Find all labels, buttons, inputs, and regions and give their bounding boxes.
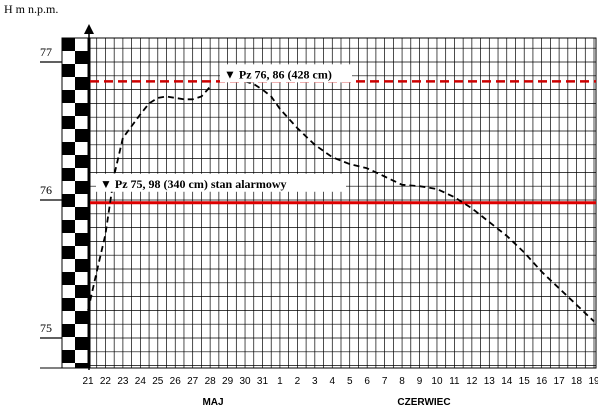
x-tick-label: 25 [152,376,164,387]
x-tick-label: 16 [536,376,548,387]
reference-label-bg [96,173,346,192]
series-line-1-segment-1 [87,86,211,311]
gauge-cell [75,233,88,246]
gauge-cell [75,181,88,194]
x-tick-label: 11 [449,376,460,387]
x-tick-label: 1 [277,376,283,387]
x-tick-label: 28 [205,376,217,387]
gauge-cell [75,363,88,368]
gauge-cell [75,207,88,220]
month-label: CZERWIEC [397,397,450,408]
series-layer [87,80,595,323]
gauge-cell [75,129,88,142]
gauge-cell [62,272,75,285]
x-tick-label: 27 [187,376,199,387]
x-tick-label: 5 [347,376,353,387]
x-tick-label: 23 [117,376,129,387]
x-tick-label: 26 [170,376,182,387]
gauge-cell [62,64,75,77]
gauge-staff [61,37,89,369]
x-tick-label: 18 [571,376,583,387]
gauge-cell [62,142,75,155]
x-tick-label: 2 [295,376,301,387]
gauge-cell [75,259,88,272]
x-tick-label: 9 [417,376,423,387]
series-line-1-segment-2 [244,80,595,323]
x-tick-label: 14 [501,376,513,387]
gauge-cell [62,246,75,259]
x-tick-label: 21 [82,376,94,387]
x-tick-label: 13 [484,376,496,387]
y-tick-label: 77 [40,45,52,59]
gauge-cell [75,337,88,350]
reference-label-1: ▼ Pz 76, 86 (428 cm) [224,67,332,81]
gauge-cell [62,116,75,129]
reference-label-bg [220,64,352,83]
x-tick-label: 10 [431,376,443,387]
gauge-cell [62,298,75,311]
gauge-cell [62,90,75,103]
x-tick-label: 22 [100,376,112,387]
x-tick-label: 19 [588,376,598,387]
x-tick-label: 6 [364,376,370,387]
gauge-cell [62,324,75,337]
x-tick-label: 29 [222,376,234,387]
x-tick-label: 3 [312,376,318,387]
gauge-cell [75,77,88,90]
gauge-cell [62,194,75,207]
axes [40,24,596,370]
y-axis-arrow [84,24,94,34]
x-tick-label: 8 [399,376,405,387]
y-tick-label: 76 [40,183,52,197]
x-tick-label: 17 [554,376,566,387]
x-tick-label: 7 [382,376,388,387]
gauge-cell [62,168,75,181]
x-tick-label: 31 [257,376,269,387]
x-tick-label: 12 [466,376,478,387]
gauge-cell [75,285,88,298]
gauge-cell [75,155,88,168]
y-tick-label: 75 [40,321,52,335]
reference-label-2: ▼ Pz 75, 98 (340 cm) stan alarmowy [100,177,287,191]
gauge-cell [62,350,75,363]
gauge-cell [75,51,88,64]
x-tick-label: 30 [239,376,251,387]
x-tick-label: 15 [519,376,531,387]
gauge-cell [75,311,88,324]
gauge-cell [62,38,75,51]
x-tick-label: 4 [329,376,335,387]
gauge-cell [75,103,88,116]
gauge-cell [62,220,75,233]
x-tick-label: 24 [135,376,147,387]
month-label: MAJ [202,397,223,408]
y-axis-title: H m n.p.m. [4,2,58,16]
